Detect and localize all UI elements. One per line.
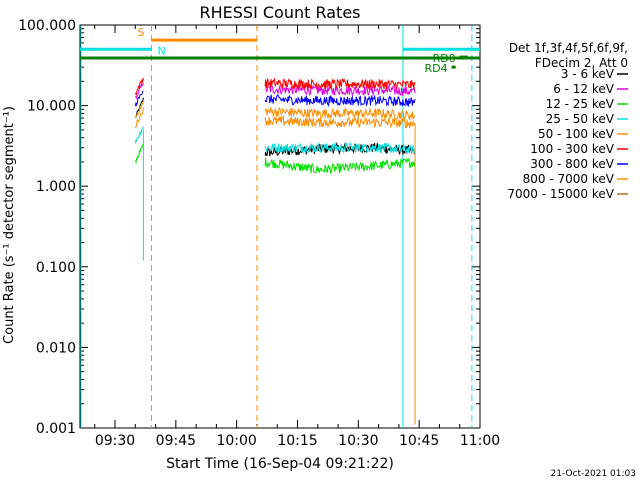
series-line [134, 107, 144, 129]
x-tick-label: 11:00 [460, 433, 500, 449]
x-tick-label: 10:45 [399, 433, 439, 449]
legend-entry: 25 - 50 keV [546, 112, 615, 126]
y-tick-label: 1.000 [36, 179, 76, 195]
series-line [264, 156, 416, 174]
x-tick-label: 10:15 [277, 433, 317, 449]
x-axis-label: Start Time (16-Sep-04 09:21:22) [166, 456, 394, 472]
series-line [134, 77, 144, 96]
series-line [264, 83, 416, 97]
plot-area: 100.000 10.000 1.000 0.100 0.010 0.001 09:30 09… [18, 18, 500, 449]
legend-entry: 300 - 800 keV [530, 157, 614, 171]
timestamp-label: 21-Oct-2021 01:03 [551, 469, 636, 479]
y-axis-label: Count Rate (s⁻¹ detector segment⁻¹) [2, 106, 17, 344]
chart-title: RHESSI Count Rates [200, 3, 361, 22]
series-line [134, 143, 144, 165]
series-line [264, 77, 416, 91]
x-tick-label: 10:30 [338, 433, 378, 449]
legend-entry: 6 - 12 keV [553, 82, 615, 96]
series-line [264, 141, 416, 155]
series-line [264, 106, 416, 120]
plot-frame [79, 24, 481, 429]
series-line [134, 90, 144, 107]
legend-entry: 3 - 6 keV [561, 67, 615, 81]
series-line [134, 126, 144, 144]
flag-label: S [138, 26, 145, 39]
legend-header: Det 1f,3f,4f,5f,6f,9f, [509, 41, 628, 55]
x-tick-label: 10:00 [216, 433, 256, 449]
flag-label: N [158, 44, 166, 57]
series-line [264, 114, 416, 129]
y-tick-label: 0.100 [36, 260, 76, 276]
legend-entry: 100 - 300 keV [530, 142, 614, 156]
x-tick-label: 09:45 [156, 433, 196, 449]
flag-label: RD4 [424, 62, 447, 75]
y-tick-label: 10.000 [27, 99, 76, 115]
y-tick-label: 0.010 [36, 340, 76, 356]
legend-entry: 800 - 7000 keV [523, 172, 615, 186]
legend-entry: 7000 - 15000 keV [507, 187, 614, 201]
series-line [264, 93, 416, 107]
flag-label: RD0 [433, 52, 456, 65]
legend-header: FDecim 2, Att 0 [535, 56, 628, 70]
legend-entry: 12 - 25 keV [546, 97, 615, 111]
y-tick-label: 100.000 [18, 18, 76, 34]
y-tick-label: 0.001 [36, 421, 76, 437]
legend-entry: 50 - 100 keV [538, 127, 615, 141]
x-tick-label: 09:30 [95, 433, 135, 449]
series-line [135, 101, 144, 119]
